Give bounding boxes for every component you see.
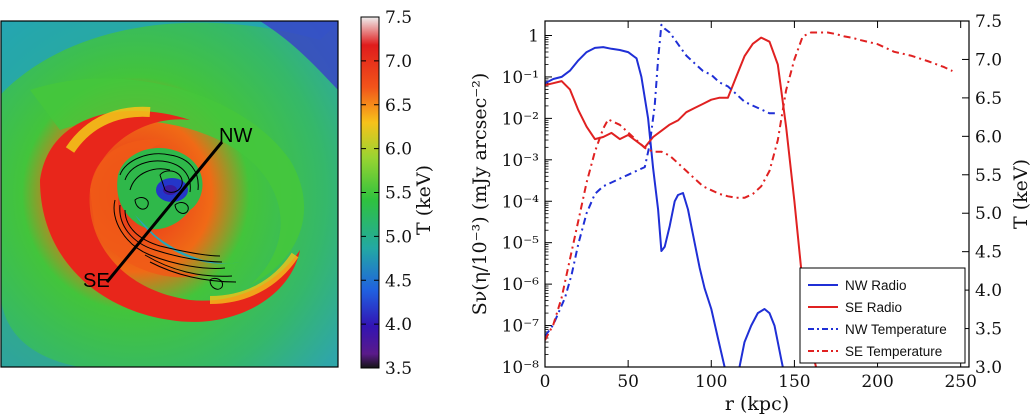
colorbar-tick-label: 5.5 xyxy=(385,184,412,204)
y-right-tick-label: 6.5 xyxy=(975,89,1002,109)
y-left-tick-label: 1 xyxy=(528,27,539,47)
series-nw-temperature xyxy=(545,23,778,337)
colorbar-tick-label: 3.5 xyxy=(385,359,412,379)
y-axis-right-label: T (keV) xyxy=(1010,159,1032,229)
y-right-tick-label: 3.5 xyxy=(975,320,1002,340)
y-right-tick-label: 7.5 xyxy=(975,12,1002,32)
legend-label: NW Radio xyxy=(845,278,907,293)
plot-frame xyxy=(544,20,970,368)
series-nw-radio xyxy=(545,46,726,367)
series-se-temperature xyxy=(545,31,953,341)
x-tick-label: 200 xyxy=(861,372,893,392)
y-right-tick-label: 5.0 xyxy=(975,204,1002,224)
y-left-tick-label: 10⁻⁸ xyxy=(502,358,540,378)
y-left-tick-label: 10⁻⁶ xyxy=(502,275,540,295)
colorbar-tick-label: 5.0 xyxy=(385,227,412,247)
colorbar-label: T (keV) xyxy=(413,165,435,235)
y-right-tick-label: 4.5 xyxy=(975,243,1002,263)
y-axis-left-label: Sν(η/10⁻³) (mJy arcsec⁻²) xyxy=(469,73,491,316)
temperature-map: NW SE xyxy=(0,20,339,368)
y-right-tick-label: 3.0 xyxy=(975,358,1002,378)
y-left-tick-label: 10⁻² xyxy=(502,109,539,129)
colorbar-tick-label: 4.5 xyxy=(385,271,412,291)
x-axis-label: r (kpc) xyxy=(725,393,789,414)
colorbar-tick-label: 7.0 xyxy=(385,52,412,72)
legend: NW Radio SE Radio NW Temperature SE Tempera… xyxy=(799,267,966,364)
colorbar-tick-label: 7.5 xyxy=(385,8,412,28)
series-nw-radio-outer-lobe xyxy=(738,308,784,367)
colorbar: 7.5 7.0 6.5 6.0 5.5 5.0 4.5 4.0 3.5 T (keV) xyxy=(360,8,435,379)
x-tick-label: 0 xyxy=(540,372,551,392)
y-left-tick-label: 10⁻⁷ xyxy=(502,317,540,337)
y-right-tick-label: 6.0 xyxy=(975,127,1002,147)
legend-label: SE Radio xyxy=(845,300,902,315)
y-right-tick-label: 4.0 xyxy=(975,281,1002,301)
x-tick-label: 100 xyxy=(695,372,727,392)
x-tick-label: 250 xyxy=(944,372,976,392)
colorbar-tick-label: 6.5 xyxy=(385,96,412,116)
legend-label: NW Temperature xyxy=(845,322,947,337)
colorbar-tick-label: 6.0 xyxy=(385,140,412,160)
y-right-tick-label: 7.0 xyxy=(975,50,1002,70)
series-se-radio xyxy=(545,36,817,367)
x-tick-label: 50 xyxy=(617,372,639,392)
y-left-tick-label: 10⁻⁴ xyxy=(502,192,540,212)
y-left-tick-label: 10⁻¹ xyxy=(502,68,539,88)
map-label-se: SE xyxy=(83,270,110,292)
map-label-nw: NW xyxy=(219,125,252,147)
colorbar-tick-label: 4.0 xyxy=(385,315,412,335)
y-left-tick-label: 10⁻³ xyxy=(502,151,539,171)
colorbar-ticks: 7.5 7.0 6.5 6.0 5.5 5.0 4.5 4.0 3.5 xyxy=(361,8,412,379)
x-tick-label: 150 xyxy=(778,372,810,392)
profile-chart: 0 50 100 150 200 250 1 10⁻¹ 10⁻² 10⁻³ 10⁻⁴ 10⁻⁵ 10⁻⁶… xyxy=(469,12,1032,414)
series-layer xyxy=(545,23,953,367)
legend-label: SE Temperature xyxy=(845,344,942,359)
y-left-tick-label: 10⁻⁵ xyxy=(502,234,540,254)
y-right-tick-label: 5.5 xyxy=(975,166,1002,186)
map-frame xyxy=(0,20,339,368)
